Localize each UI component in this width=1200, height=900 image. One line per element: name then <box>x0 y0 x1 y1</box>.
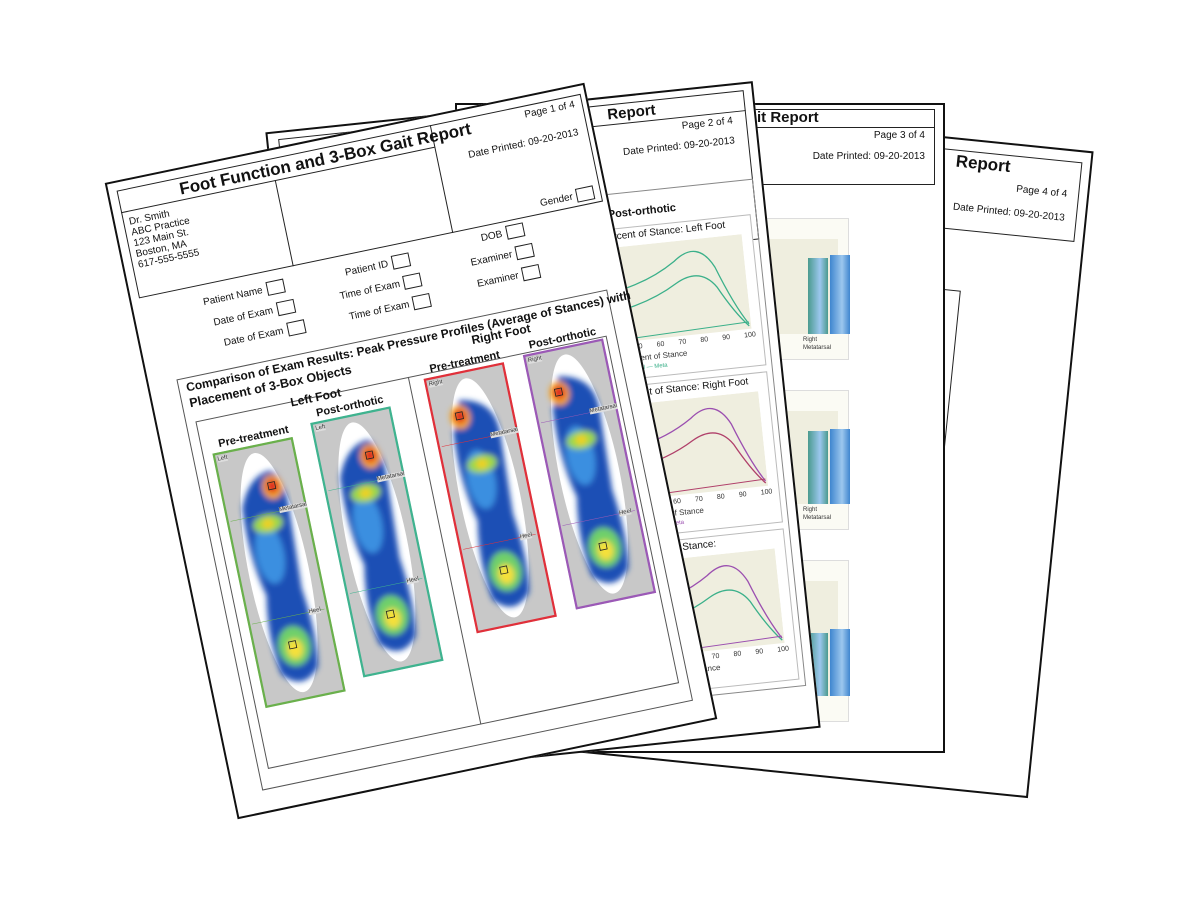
field-value-box[interactable] <box>275 298 296 317</box>
x-tick-label: 60 <box>656 340 665 349</box>
field-value-box[interactable] <box>265 278 286 296</box>
field-value-box[interactable] <box>285 319 307 337</box>
field-label: Date of Exam <box>212 304 275 329</box>
x-tick-label: 90 <box>722 333 731 342</box>
bar <box>808 431 828 504</box>
x-tick-label: 90 <box>755 648 764 656</box>
bar-category-label: Metatarsal <box>803 515 832 521</box>
x-tick-label: 80 <box>700 336 709 345</box>
series-line <box>606 250 750 325</box>
series-line <box>609 275 750 327</box>
x-tick-label: 100 <box>743 331 757 340</box>
x-tick-label: 100 <box>760 488 773 497</box>
bar <box>830 428 850 504</box>
field-label: Patient Name <box>202 284 264 308</box>
x-tick-label: 100 <box>776 645 790 654</box>
foot-pressure-map <box>522 338 657 610</box>
field-label: Date of Exam <box>222 325 285 349</box>
bar <box>830 629 850 696</box>
x-tick-label: 70 <box>678 338 687 347</box>
date-printed: Date Printed: 09-20-2013 <box>812 151 925 162</box>
x-tick-label: 70 <box>711 652 720 661</box>
x-tick-label: 60 <box>672 497 682 506</box>
foot-pressure-map <box>310 406 444 678</box>
field-label: Time of Exam <box>338 278 401 302</box>
page-number: Page 3 of 4 <box>873 130 925 141</box>
field-value-box[interactable] <box>521 263 542 282</box>
field-value-box[interactable] <box>390 252 412 270</box>
x-tick-label: 70 <box>694 495 704 504</box>
field-label: DOB <box>479 228 504 244</box>
x-tick-label: 80 <box>733 650 742 659</box>
bar-category-label: Right <box>803 337 818 343</box>
field-value-box[interactable] <box>514 242 536 261</box>
report-title: Gait Report <box>737 109 819 126</box>
examiner-field-2[interactable]: Examiner <box>476 263 542 291</box>
field-label: Examiner <box>469 248 514 269</box>
bar <box>808 258 828 334</box>
bar-category-label: Metatarsal <box>803 345 832 351</box>
x-tick-label: 80 <box>716 493 726 502</box>
report-page-1: Foot Function and 3-Box Gait Report Page… <box>104 82 718 820</box>
field-label: Examiner <box>476 269 520 290</box>
bar <box>830 255 850 334</box>
x-tick-label: 90 <box>738 491 748 499</box>
bar-category-label: Right <box>803 507 818 513</box>
field-value-box[interactable] <box>402 272 423 290</box>
foot-pressure-map <box>423 362 557 634</box>
field-label: Time of Exam <box>348 298 411 323</box>
foot-pressure-map <box>212 436 346 709</box>
field-value-box[interactable] <box>504 222 526 240</box>
field-value-box[interactable] <box>411 292 433 311</box>
field-label: Patient ID <box>344 258 390 279</box>
